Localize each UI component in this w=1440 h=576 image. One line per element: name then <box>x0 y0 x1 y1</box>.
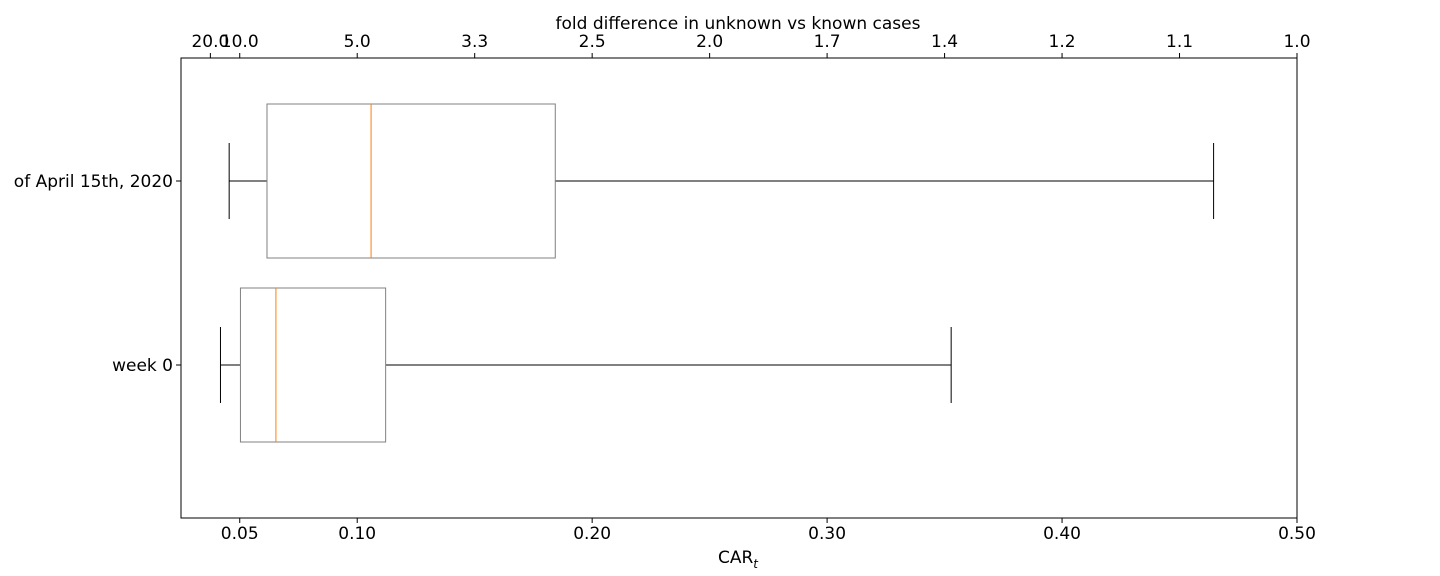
y-tick-label: of April 15th, 2020 <box>14 172 173 192</box>
plot-area-border <box>180 57 1298 519</box>
x-axis-title-main: CAR <box>718 548 753 568</box>
box-group <box>219 287 952 443</box>
top-tick-label: 20.0 <box>191 32 229 52</box>
bottom-x-axis: 0.05 0.10 0.20 0.30 0.40 0.50 <box>221 518 1316 544</box>
top-tick-label: 1.2 <box>1049 32 1076 52</box>
top-tick-label: 2.5 <box>579 32 606 52</box>
plot-frame <box>180 57 1298 519</box>
iqr-box <box>266 103 556 259</box>
y-tick-label: week 0 <box>112 356 173 376</box>
y-axis: of April 15th, 2020 week 0 <box>14 172 181 376</box>
top-tick-label: 2.0 <box>696 32 723 52</box>
top-tick-label: 1.7 <box>814 32 841 52</box>
top-tick-label: 5.0 <box>344 32 371 52</box>
x-tick-label: 0.50 <box>1278 524 1316 544</box>
top-tick-label: 3.3 <box>461 32 488 52</box>
x-axis-title-subscript: t <box>753 557 759 571</box>
box-group <box>228 103 1215 259</box>
top-tick-label: 1.0 <box>1283 32 1310 52</box>
x-tick-label: 0.10 <box>338 524 376 544</box>
top-tick-label: 10.0 <box>221 32 259 52</box>
top-tick-label: 1.1 <box>1166 32 1193 52</box>
x-axis-title: CARt <box>718 548 759 571</box>
x-tick-label: 0.20 <box>573 524 611 544</box>
iqr-box <box>239 287 387 443</box>
top-axis-title: fold difference in unknown vs known case… <box>556 14 921 34</box>
boxes <box>219 103 1215 443</box>
x-tick-label: 0.05 <box>221 524 259 544</box>
x-tick-label: 0.40 <box>1043 524 1081 544</box>
x-tick-label: 0.30 <box>808 524 846 544</box>
top-fold-axis: 20.010.0 5.0 3.3 2.5 2.0 1.7 1.4 1.2 1.1 1.0 <box>191 32 1311 58</box>
top-tick-label: 1.4 <box>931 32 958 52</box>
